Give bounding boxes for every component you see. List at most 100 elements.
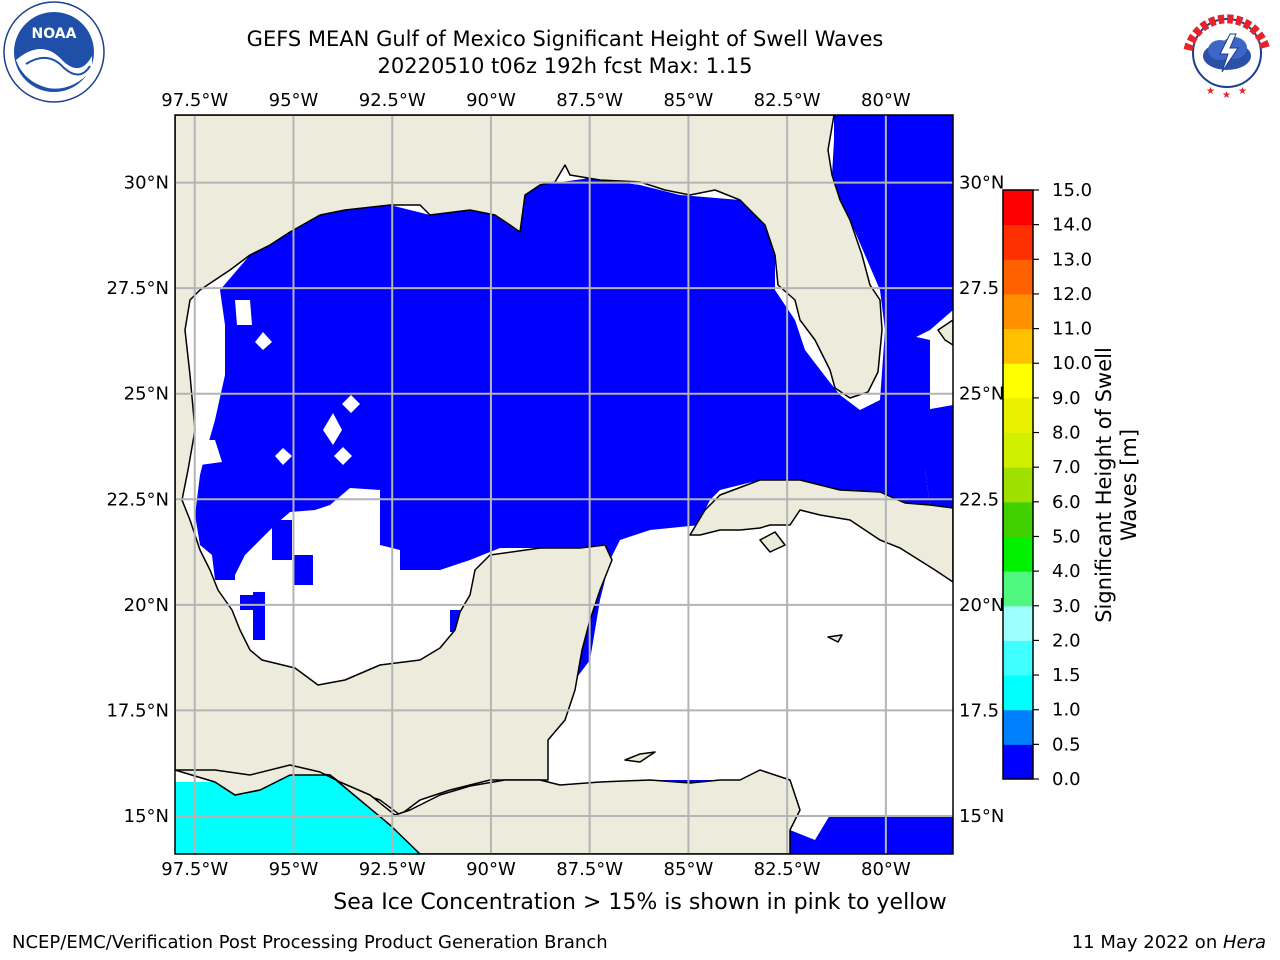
colorbar-tick-label: 1.5 — [1052, 665, 1081, 686]
colorbar-band — [1003, 605, 1033, 641]
swell-cluster — [272, 520, 292, 560]
lon-label-bottom: 92.5°W — [359, 859, 426, 880]
svg-text:★: ★ — [1222, 90, 1231, 101]
lon-label-bottom: 85°W — [664, 859, 714, 880]
colorbar-band — [1003, 571, 1033, 607]
lat-label-right: 17.5 — [959, 700, 999, 721]
lat-label-right: 27.5 — [959, 278, 999, 299]
colorbar-tick-label: 2.0 — [1052, 630, 1081, 651]
colorbar-tick-label: 10.0 — [1052, 353, 1092, 374]
colorbar-tick-label: 3.0 — [1052, 596, 1081, 617]
colorbar-label-line2: Waves [m] — [1117, 428, 1141, 542]
colorbar-tick-label: 15.0 — [1052, 180, 1092, 201]
lat-label-left: 30°N — [124, 173, 169, 194]
svg-text:★: ★ — [1206, 86, 1215, 97]
footer-date: 11 May 2022 on Hera — [1072, 932, 1266, 953]
no-data-patch — [334, 447, 352, 465]
lon-label-top: 82.5°W — [754, 90, 821, 111]
no-data-patches — [195, 300, 360, 465]
latitude-labels-left: 30°N 27.5°N 25°N 22.5°N 20°N 17.5°N 15°N — [106, 173, 169, 827]
longitude-labels-top: 97.5°W 95°W 92.5°W 90°W 87.5°W 85°W 82.5°W 80°W — [161, 90, 911, 111]
swell-cluster — [215, 555, 235, 580]
no-data-patch — [195, 440, 222, 465]
lon-label-top: 80°W — [861, 90, 911, 111]
colorbar-frame — [1002, 189, 1034, 780]
colorbar-tick-label: 7.0 — [1052, 457, 1081, 478]
no-data-patch — [323, 413, 342, 445]
footer-date-text: 11 May 2022 on — [1071, 932, 1223, 953]
colorbar-tick-label: 0.0 — [1052, 769, 1081, 790]
gulf-main-swell — [195, 178, 953, 854]
lon-label-top: 97.5°W — [161, 90, 228, 111]
lat-label-right: 15°N — [959, 806, 1004, 827]
lon-label-bottom: 97.5°W — [161, 859, 228, 880]
colorbar-tick-label: 5.0 — [1052, 526, 1081, 547]
chart-subtitle: 20220510 t06z 192h fcst Max: 1.15 — [377, 54, 753, 78]
colorbar-band — [1003, 675, 1033, 711]
sea-ice-note: Sea Ice Concentration > 15% is shown in … — [333, 890, 947, 915]
noaa-logo-text: NOAA — [32, 26, 77, 42]
land-small-island — [827, 634, 843, 643]
lat-label-right: 30°N — [959, 173, 1004, 194]
colorbar-tick-label: 12.0 — [1052, 284, 1092, 305]
land-small-island — [624, 751, 656, 763]
colorbar-tick-label: 9.0 — [1052, 388, 1081, 409]
colorbar-band — [1003, 328, 1033, 364]
colorbar-band — [1003, 397, 1033, 434]
colorbar-band — [1003, 467, 1033, 503]
colorbar-tick-label: 6.0 — [1052, 492, 1081, 513]
land-north-america — [175, 115, 883, 816]
land-bahamas — [937, 319, 953, 346]
swell-cluster — [450, 610, 460, 632]
colorbar-band — [1003, 744, 1033, 780]
colorbar-tick-label: 11.0 — [1052, 319, 1092, 340]
colorbar-band — [1003, 259, 1033, 295]
gulf-swell-region — [832, 115, 953, 505]
colorbar-band — [1003, 501, 1033, 537]
lon-label-bottom: 80°W — [861, 859, 911, 880]
lat-label-right: 20°N — [959, 595, 1004, 616]
colorbar-tick-label: 1.0 — [1052, 700, 1081, 721]
colorbar-band — [1003, 709, 1033, 745]
colorbar-band — [1003, 293, 1033, 330]
graticule — [175, 115, 953, 854]
lat-label-left: 15°N — [124, 806, 169, 827]
land-isla-juventud — [759, 531, 786, 553]
landmass — [175, 115, 953, 854]
swell-cluster — [293, 555, 313, 585]
colorbar-tick-label: 0.5 — [1052, 734, 1081, 755]
colorbar-tick-label: 4.0 — [1052, 561, 1081, 582]
nws-logo: ★ ★ ★ — [1178, 4, 1276, 102]
colorbar — [1002, 189, 1039, 780]
colorbar-tick-labels: 15.0 14.0 13.0 12.0 11.0 10.0 9.0 8.0 7.0 6.0 5.0 4… — [1052, 180, 1092, 790]
colorbar-band — [1003, 224, 1033, 260]
lon-label-top: 87.5°W — [556, 90, 623, 111]
lat-label-left: 25°N — [124, 384, 169, 405]
swell-cluster — [240, 595, 260, 610]
colorbar-tick-label: 14.0 — [1052, 215, 1092, 236]
lat-label-left: 22.5°N — [106, 489, 169, 510]
lon-label-top: 95°W — [269, 90, 319, 111]
chart-title: GEFS MEAN Gulf of Mexico Significant Hei… — [246, 27, 884, 51]
lon-label-top: 90°W — [466, 90, 516, 111]
colorbar-band — [1003, 190, 1033, 226]
lon-label-top: 85°W — [664, 90, 714, 111]
colorbar-band — [1003, 640, 1033, 676]
colorbar-band — [1003, 536, 1033, 572]
footer-host: Hera — [1222, 932, 1266, 953]
colorbar-label-line1: Significant Height of Swell — [1092, 347, 1116, 623]
svg-text:★: ★ — [1238, 86, 1247, 97]
noaa-logo: NOAA — [3, 1, 105, 103]
lat-label-left: 27.5°N — [106, 278, 169, 299]
latitude-labels-right: 30°N 27.5 25°N 22.5 20°N 17.5 15°N — [959, 173, 1004, 827]
lat-label-left: 20°N — [124, 595, 169, 616]
footer-credit: NCEP/EMC/Verification Post Processing Pr… — [12, 932, 608, 953]
lon-label-bottom: 87.5°W — [556, 859, 623, 880]
colorbar-tick-label: 13.0 — [1052, 249, 1092, 270]
no-data-patch — [275, 448, 292, 465]
lon-label-top: 92.5°W — [359, 90, 426, 111]
no-data-patch — [235, 300, 252, 325]
lon-label-bottom: 90°W — [466, 859, 516, 880]
swell-height-field — [195, 115, 953, 854]
